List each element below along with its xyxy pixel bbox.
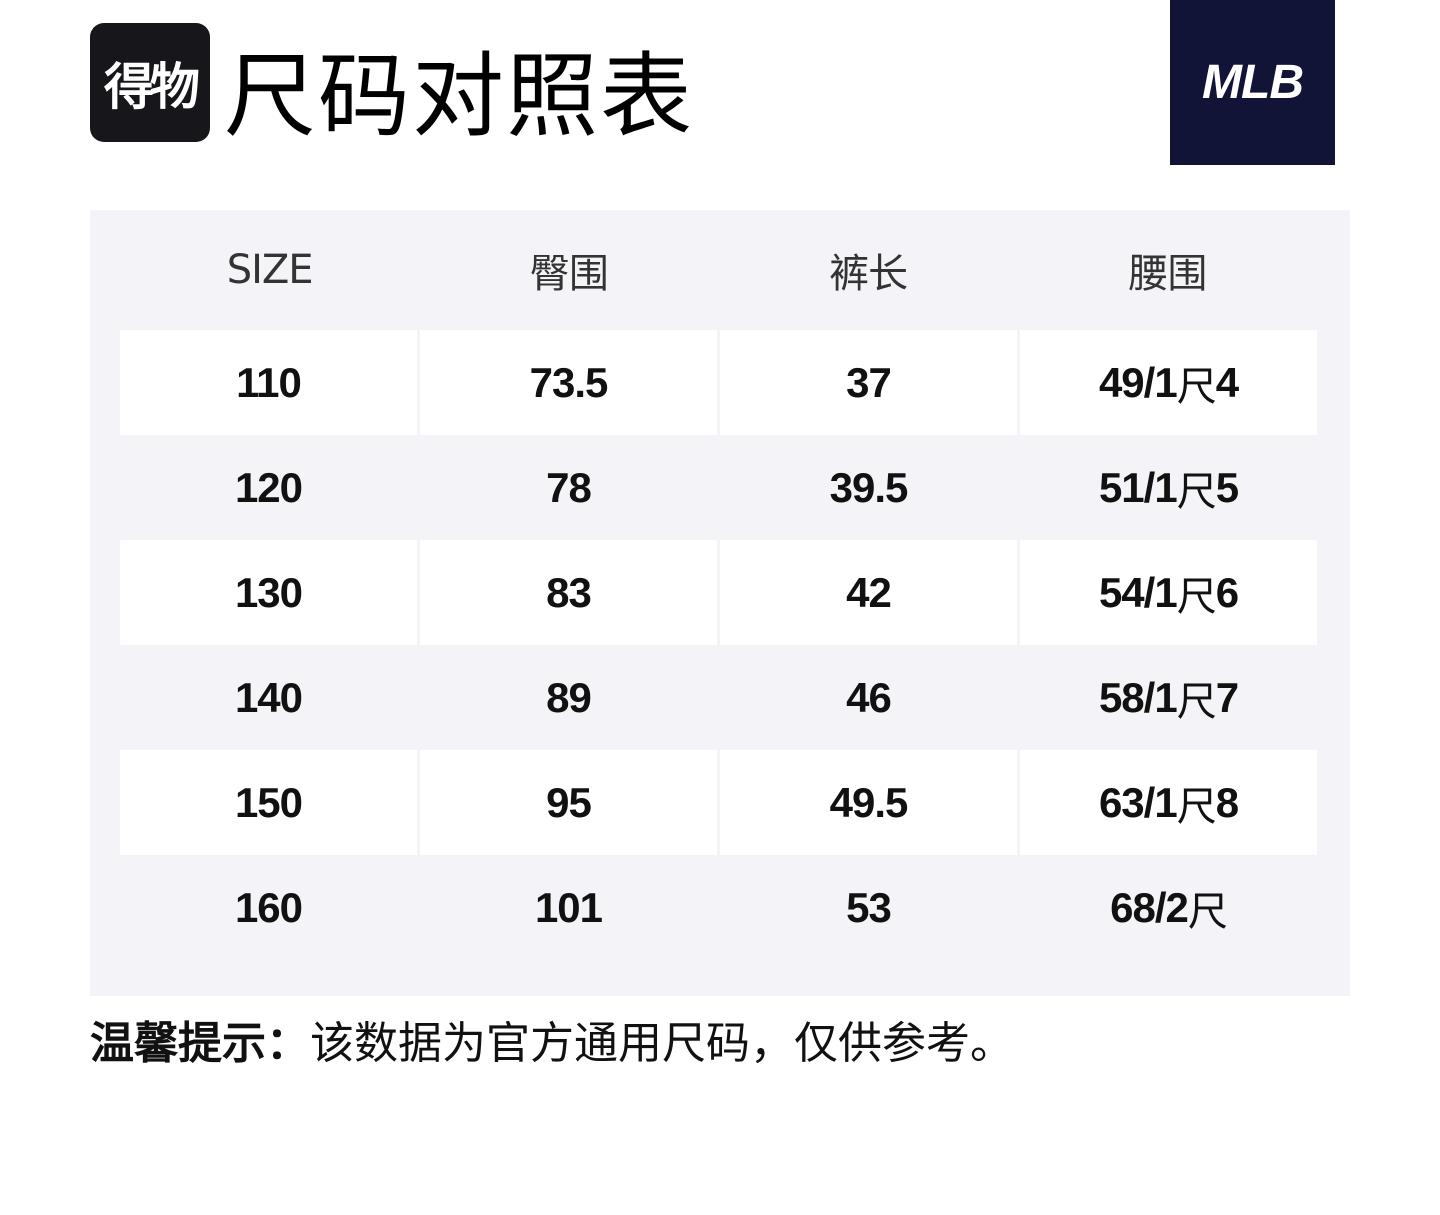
header-waist: 腰围	[1128, 251, 1207, 297]
cell-length: 46	[846, 673, 892, 721]
waist-tail: 5	[1215, 463, 1239, 511]
waist-unit: 尺	[1176, 783, 1217, 830]
table-header-row: SIZE 臀围 裤长 腰围	[120, 210, 1317, 330]
cell-length: 42	[720, 540, 1017, 645]
waist-tail: 4	[1215, 358, 1239, 406]
table-row: 160 101 53 68/2 尺	[120, 855, 1317, 960]
waist-unit: 尺	[1176, 573, 1217, 620]
cell-hip: 73.5	[420, 330, 717, 435]
cell-waist: 51/1 尺 5	[1020, 435, 1317, 540]
cell-size: 120	[234, 463, 303, 511]
waist-num: 51/1	[1098, 463, 1178, 511]
cell-hip: 101	[534, 883, 603, 931]
cell-size: 110	[120, 330, 417, 435]
cell-size: 140	[234, 673, 303, 721]
cell-waist: 49/1 尺 4	[1020, 330, 1317, 435]
waist-unit: 尺	[1176, 468, 1217, 515]
waist-unit: 尺	[1176, 363, 1217, 410]
table-row: 110 73.5 37 49/1 尺 4	[120, 330, 1317, 435]
waist-tail: 6	[1215, 568, 1239, 616]
waist-unit: 尺	[1187, 888, 1228, 935]
waist-unit: 尺	[1176, 678, 1217, 725]
cell-length: 53	[846, 883, 892, 931]
header-length: 裤长	[829, 251, 908, 297]
cell-hip: 89	[546, 673, 592, 721]
cell-waist: 63/1 尺 8	[1020, 750, 1317, 855]
waist-num: 58/1	[1098, 673, 1178, 721]
mlb-logo-text: MLB	[1202, 56, 1304, 109]
page-title: 尺码对照表	[224, 43, 695, 150]
waist-tail: 7	[1215, 673, 1239, 721]
size-chart-table: SIZE 臀围 裤长 腰围 110 73.5 37 49/1 尺 4 120 78 …	[90, 210, 1350, 996]
cell-size: 130	[120, 540, 417, 645]
table-row: 150 95 49.5 63/1 尺 8	[120, 750, 1317, 855]
waist-num: 49/1	[1098, 358, 1178, 406]
cell-hip: 78	[546, 463, 592, 511]
dewu-logo-text: 得物	[104, 57, 200, 116]
mlb-logo: MLB	[1170, 0, 1335, 165]
cell-waist: 54/1 尺 6	[1020, 540, 1317, 645]
table-row: 120 78 39.5 51/1 尺 5	[120, 435, 1317, 540]
cell-length: 39.5	[829, 463, 909, 511]
table-row: 130 83 42 54/1 尺 6	[120, 540, 1317, 645]
tip-note: 温馨提示：该数据为官方通用尺码，仅供参考。	[90, 1012, 1014, 1076]
dewu-logo: 得物	[90, 23, 210, 142]
cell-waist: 58/1 尺 7	[1020, 645, 1317, 750]
cell-waist: 68/2 尺	[1020, 855, 1317, 960]
cell-length: 49.5	[720, 750, 1017, 855]
cell-size: 150	[120, 750, 417, 855]
cell-hip: 95	[420, 750, 717, 855]
cell-hip: 83	[420, 540, 717, 645]
waist-num: 63/1	[1098, 778, 1178, 826]
cell-size: 160	[234, 883, 303, 931]
header-size: SIZE	[226, 247, 314, 293]
tip-text: 该数据为官方通用尺码，仅供参考。	[310, 1018, 1014, 1069]
waist-num: 54/1	[1098, 568, 1178, 616]
header-hip: 臀围	[529, 251, 609, 297]
tip-label: 温馨提示：	[90, 1018, 310, 1069]
waist-num: 68/2	[1110, 883, 1189, 931]
cell-length: 37	[720, 330, 1017, 435]
waist-tail: 8	[1215, 778, 1239, 826]
table-body: 110 73.5 37 49/1 尺 4 120 78 39.5 51/1 尺 5 13…	[120, 330, 1317, 960]
table-row: 140 89 46 58/1 尺 7	[120, 645, 1317, 750]
